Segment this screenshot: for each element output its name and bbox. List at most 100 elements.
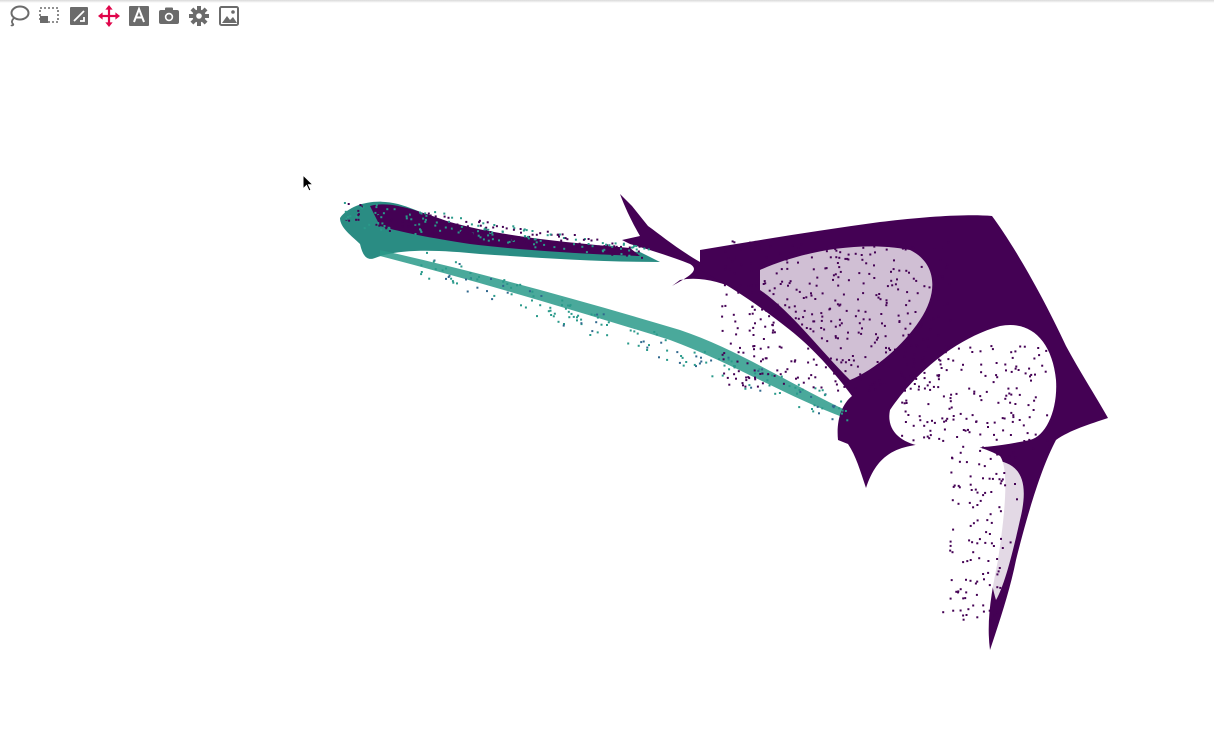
scatter-point (693, 351, 696, 354)
scatter-point (976, 491, 979, 494)
scatter-point (829, 357, 832, 360)
scatter-point (910, 344, 913, 347)
scatter-point (940, 345, 943, 347)
scatter-point (538, 242, 541, 245)
scatter-point (375, 203, 378, 206)
scatter-point (779, 252, 782, 255)
scatter-point (912, 277, 915, 280)
mouse-cursor-icon (302, 174, 315, 192)
scatter-point (666, 358, 669, 361)
scatter-point (516, 239, 519, 242)
scatter-point (878, 379, 881, 382)
scatter-point (859, 378, 862, 381)
scatter-point (975, 593, 978, 596)
box-zoom-button[interactable] (68, 5, 90, 27)
scatter-point (780, 375, 783, 378)
scatter-point (876, 336, 879, 339)
scatter-point (835, 383, 838, 386)
scatter-point (1012, 416, 1015, 419)
scatter-point (405, 215, 408, 218)
scatter-point (576, 319, 578, 322)
scatter-point (906, 363, 908, 366)
scatter-point (512, 228, 515, 231)
scatter-point (929, 328, 932, 331)
scatter-point (847, 258, 850, 261)
scatter-point (420, 231, 423, 233)
scatter-point (775, 308, 778, 310)
scatter-point (518, 236, 521, 239)
text-annotation-button[interactable] (128, 5, 150, 27)
scatter-point (550, 314, 553, 316)
scatter-point (926, 435, 929, 438)
scatter-point (912, 247, 915, 249)
scatter-point (865, 262, 868, 265)
scatter-point (426, 251, 428, 254)
scatter-point (933, 247, 936, 250)
scatter-point (740, 248, 743, 251)
scatter-point (764, 357, 767, 360)
settings-button[interactable] (188, 5, 210, 27)
scatter-point (647, 248, 650, 251)
scatter-point (759, 347, 762, 350)
pan-button[interactable] (98, 5, 120, 27)
scatter-point (747, 285, 750, 287)
scatter-point (857, 309, 860, 312)
scatter-point (807, 361, 810, 364)
scatter-point (972, 551, 975, 554)
scatter-point (434, 268, 437, 271)
scatter-point (984, 541, 987, 544)
scatter-point (601, 242, 604, 245)
scatter-point (901, 434, 904, 437)
scatter-point (560, 239, 563, 242)
scatter-point (762, 292, 765, 295)
scatter-point (833, 404, 836, 407)
scatter-point (885, 304, 888, 307)
scatter-point (809, 327, 812, 330)
scatter-point (945, 369, 948, 372)
scatter-point (637, 250, 640, 253)
scatter-point (788, 385, 791, 388)
scatter-point (561, 299, 564, 302)
box-select-button[interactable] (38, 5, 60, 27)
scatter-point (607, 250, 610, 253)
scatter-point (990, 521, 993, 524)
scatter-point (980, 371, 983, 374)
scatter-point (946, 302, 949, 305)
scatter-point (589, 334, 592, 336)
scatter-point (625, 254, 628, 257)
scatter-point (868, 244, 871, 247)
scatter-point (1005, 394, 1008, 397)
scatter-point (414, 233, 417, 235)
scatter-point (784, 304, 787, 307)
scatter-point (937, 288, 940, 291)
scatter-point (1034, 396, 1037, 399)
scatter-plot[interactable] (0, 30, 1214, 754)
scatter-point (1008, 392, 1011, 395)
scatter-point (868, 272, 871, 275)
scatter-point (991, 348, 994, 351)
scatter-point (933, 421, 936, 424)
export-image-button[interactable] (218, 5, 240, 27)
scatter-point (982, 604, 985, 607)
scatter-point (996, 453, 999, 456)
scatter-point (748, 313, 751, 316)
scatter-point (903, 402, 906, 405)
scatter-point (429, 214, 432, 217)
scatter-point (387, 226, 390, 229)
screenshot-button[interactable] (158, 5, 180, 27)
scatter-point (486, 221, 489, 224)
scatter-point (752, 326, 755, 329)
scatter-point (1012, 461, 1015, 464)
scatter-point (501, 233, 504, 236)
scatter-point (740, 263, 743, 266)
scatter-point (955, 392, 958, 395)
scatter-point (466, 232, 469, 235)
scatter-point (620, 247, 622, 250)
scatter-point (456, 223, 459, 226)
lasso-select-button[interactable] (8, 5, 30, 27)
scatter-point (1012, 451, 1015, 454)
scatter-point (606, 324, 608, 326)
scatter-point (913, 383, 916, 385)
scatter-point (906, 291, 909, 294)
scatter-point (952, 485, 955, 488)
